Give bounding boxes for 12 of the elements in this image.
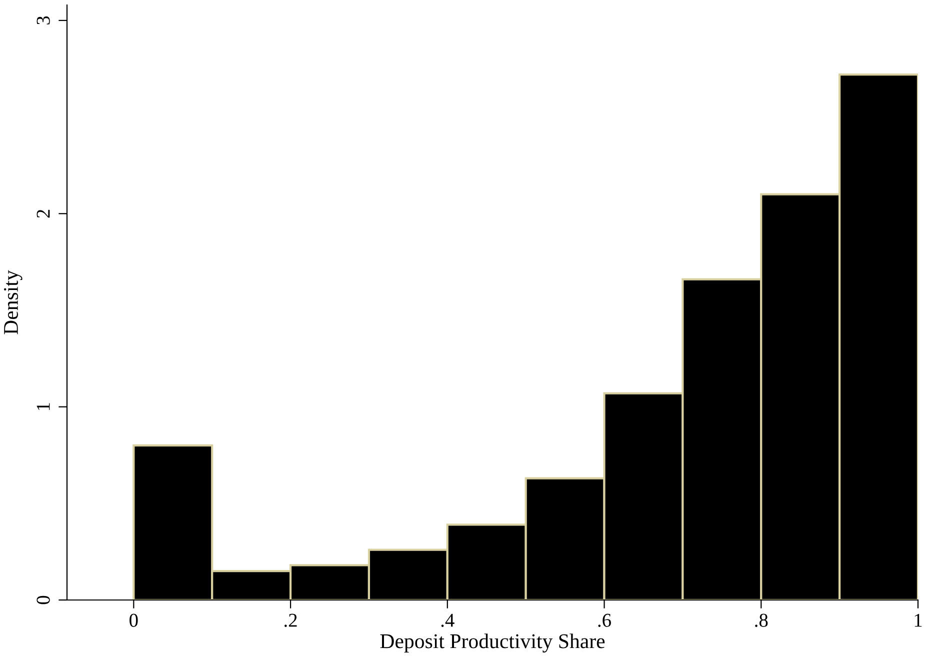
x-tick-label: .2	[284, 614, 297, 627]
x-tick-label: 0	[130, 614, 138, 627]
x-axis-title: Deposit Productivity Share	[380, 634, 605, 653]
y-tick-label: 2	[36, 210, 50, 218]
x-tick-label: .8	[755, 614, 768, 627]
y-tick-label: 3	[36, 16, 50, 24]
y-axis-title: Density	[4, 270, 22, 334]
x-tick-label: .4	[441, 614, 454, 627]
x-tick-label: .6	[598, 614, 611, 627]
x-tick-label: 1	[914, 614, 922, 627]
y-tick-label: 1	[36, 403, 50, 410]
y-tick-label: 0	[36, 596, 50, 604]
